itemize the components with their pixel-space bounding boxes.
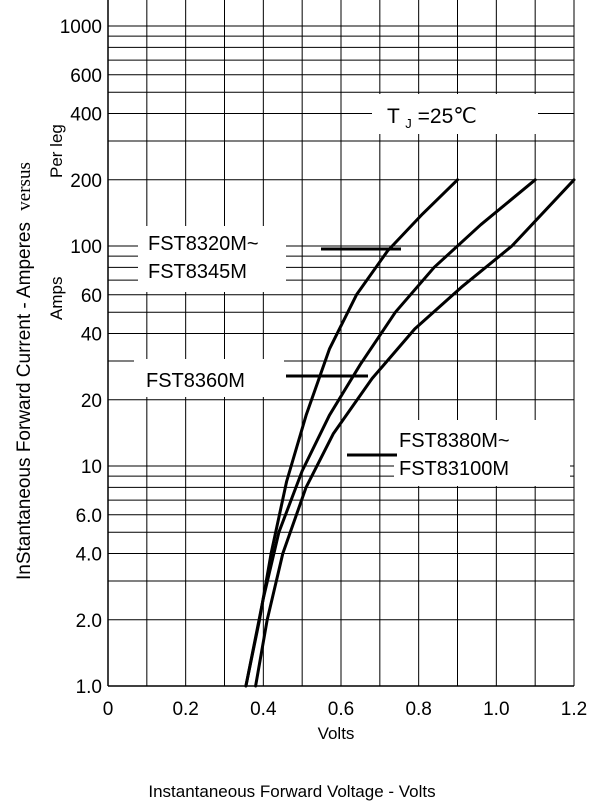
x-axis-title: Volts <box>318 724 355 743</box>
temperature-annotation-subscript: J <box>405 116 412 131</box>
y-tick-label: 6.0 <box>76 506 102 527</box>
series-label-box-3 <box>394 420 570 486</box>
series-label-1-line-2: FST8345M <box>148 261 247 283</box>
series-label-3-line-2: FST83100M <box>399 458 509 480</box>
y-axis-subtitle-amps: Amps <box>47 277 66 320</box>
series-label-box-1 <box>138 226 286 292</box>
series-curve-2 <box>244 178 537 688</box>
y-axis-subtitle-per-leg: Per leg <box>47 124 66 178</box>
series-label-1-line-1: FST8320M~ <box>148 233 259 255</box>
curve-layer <box>244 178 576 688</box>
temperature-annotation-suffix: =25℃ <box>418 105 477 128</box>
x-tick-label: 1.0 <box>483 699 509 720</box>
x-tick-label: 0.8 <box>405 699 431 720</box>
y-tick-label: 40 <box>81 325 102 346</box>
y-axis-title: InStantaneous Forward Current - Amperes … <box>14 162 35 580</box>
x-tick-label: 0.6 <box>328 699 354 720</box>
x-tick-label: 1.2 <box>561 699 587 720</box>
y-tick-label: 100 <box>70 237 102 258</box>
y-tick-label: 600 <box>70 66 102 87</box>
y-tick-label: 4.0 <box>76 545 102 566</box>
y-tick-label: 20 <box>81 391 102 412</box>
y-tick-label: 10 <box>81 457 102 478</box>
y-tick-label: 200 <box>70 171 102 192</box>
chart-caption: Instantaneous Forward Voltage - Volts <box>148 782 435 801</box>
y-tick-label: 60 <box>81 286 102 307</box>
series-curve-3 <box>254 178 576 688</box>
series-label-3-line-1: FST8380M~ <box>399 430 510 452</box>
y-axis-title-suffix: versus <box>14 162 35 211</box>
y-tick-label: 400 <box>70 105 102 126</box>
y-tick-label: 1000 <box>60 17 102 38</box>
temperature-annotation-box <box>372 94 538 134</box>
x-tick-label: 0 <box>103 699 114 720</box>
x-tick-label: 0.4 <box>250 699 277 720</box>
x-tick-label: 0.2 <box>172 699 198 720</box>
tick-label-layer: 0 0.2 0.4 0.6 0.8 1.0 1.2 1.0 2.0 4.0 6.0 10 20 40 60 1… <box>60 17 587 720</box>
series-label-layer: FST8320M~ FST8345M FST8360M FST8380M~ FST831… <box>134 226 570 486</box>
temperature-annotation-prefix: T <box>387 105 400 128</box>
series-label-2-line-1: FST8360M <box>146 370 245 392</box>
y-axis-title-main: InStantaneous Forward Current - Amperes <box>14 222 35 580</box>
temperature-annotation: T J =25℃ <box>387 105 477 133</box>
y-tick-label: 1.0 <box>76 677 102 698</box>
series-label-box-2 <box>134 359 284 397</box>
y-tick-label: 2.0 <box>76 611 102 632</box>
